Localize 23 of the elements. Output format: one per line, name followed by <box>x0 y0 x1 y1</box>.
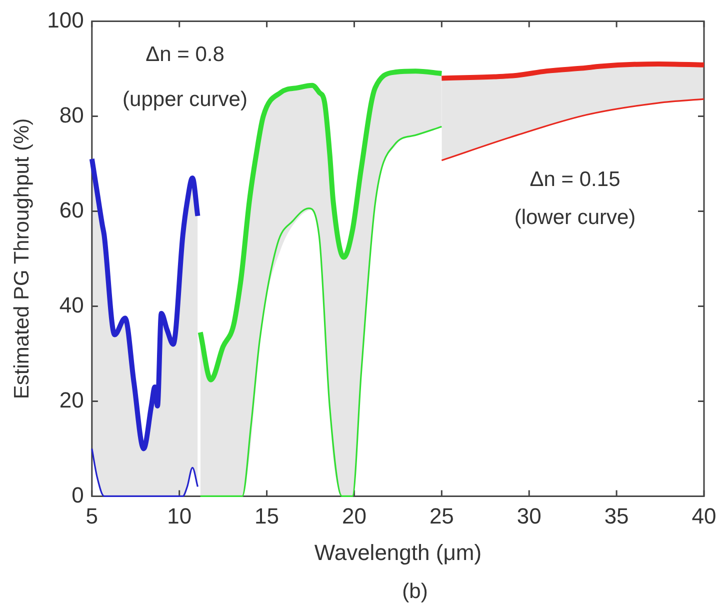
annotation: Δn = 0.15 <box>530 168 620 192</box>
x-tick-label: 35 <box>604 503 629 528</box>
line-series <box>440 98 705 162</box>
line-series <box>91 448 199 497</box>
x-tick-label: 30 <box>516 503 542 528</box>
x-axis-title: Wavelength (μm) <box>314 540 482 565</box>
annotation: (upper curve) <box>122 88 248 112</box>
y-tick-label: 0 <box>72 482 84 508</box>
x-tick-label: 10 <box>167 503 192 528</box>
y-axis-title: Estimated PG Throughput (%) <box>10 118 34 400</box>
x-tick-label: 40 <box>692 503 716 528</box>
annotation: Δn = 0.8 <box>146 43 224 67</box>
y-tick-label: 60 <box>59 197 84 222</box>
text: (b) <box>402 580 428 604</box>
annotation: (lower curve) <box>514 206 636 230</box>
y-tick-label: 80 <box>59 102 84 128</box>
x-tick-label: 5 <box>86 503 98 528</box>
y-tick-label: 40 <box>59 292 84 318</box>
y-tick-label: 20 <box>59 387 84 412</box>
x-tick-label: 20 <box>342 503 366 528</box>
x-tick-label: 15 <box>254 503 280 528</box>
x-tick-label: 25 <box>429 503 454 528</box>
y-tick-label: 100 <box>47 7 84 32</box>
